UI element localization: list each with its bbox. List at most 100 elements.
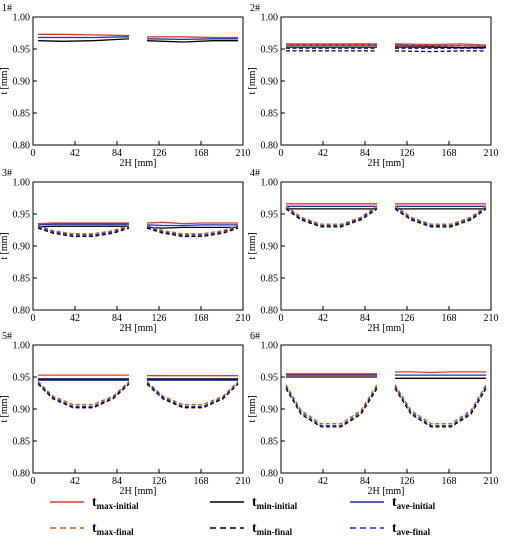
x-tick-label: 126 [400, 476, 415, 487]
panel-6: 6# 0.80 0.85 0.90 0.95 1.00 0 42 84 126 168 210 2H [… [247, 331, 499, 497]
y-tick-label: 0.80 [13, 141, 31, 152]
x-tick-label: 168 [194, 476, 209, 487]
x-tick-label: 210 [236, 313, 251, 324]
panel-3: 3# 0.80 0.85 0.90 0.95 1.00 0 42 84 126 168 210 2H [… [0, 168, 251, 334]
series-line-min-initial [146, 226, 238, 229]
panel-4: 4# 0.80 0.85 0.90 0.95 1.00 0 42 84 126 168 210 2H [… [247, 168, 499, 334]
series-line-max-final [285, 384, 378, 425]
series-line-min-initial [37, 225, 129, 228]
x-tick-label: 42 [318, 313, 328, 324]
x-axis-label: 2H [mm] [368, 158, 405, 169]
x-tick-label: 126 [400, 148, 415, 159]
series-line-ave-final [394, 207, 487, 227]
y-tick-label: 0.95 [261, 210, 279, 221]
series-line-ave-initial [38, 36, 130, 39]
series-line-ave-final [146, 382, 239, 408]
x-tick-label: 210 [484, 313, 499, 324]
plot-frame [32, 16, 244, 146]
panel-label: 1# [2, 3, 12, 14]
series-line-max-final [394, 205, 487, 225]
plot-frame [280, 181, 492, 311]
series-line-max-final [146, 224, 239, 235]
series-line-min-final [285, 208, 378, 228]
x-tick-label: 0 [279, 476, 284, 487]
y-axis-label: t [mm] [247, 67, 258, 95]
series-line-min-initial [146, 40, 238, 43]
y-tick-label: 0.85 [261, 274, 279, 285]
x-tick-label: 84 [360, 476, 370, 487]
x-tick-label: 168 [194, 313, 209, 324]
y-tick-label: 1.00 [261, 13, 279, 24]
panel-5: 5# 0.80 0.85 0.90 0.95 1.00 0 42 84 126 168 210 2H [… [0, 331, 251, 497]
panel-label: 2# [250, 3, 260, 14]
x-tick-label: 42 [318, 476, 328, 487]
y-tick-label: 1.00 [261, 341, 279, 352]
series-line-min-final [37, 383, 130, 409]
y-axis-label: t [mm] [247, 395, 258, 423]
x-tick-label: 126 [152, 148, 167, 159]
series-line-max-initial [395, 371, 486, 374]
x-tick-label: 84 [112, 148, 122, 159]
series-line-ave-initial [146, 38, 238, 41]
y-tick-label: 0.80 [261, 469, 279, 480]
x-tick-label: 84 [360, 313, 370, 324]
y-tick-label: 0.90 [261, 242, 279, 253]
series-line-ave-final [146, 226, 239, 236]
x-tick-label: 210 [484, 476, 499, 487]
legend-label-min-initial: tmin-initial [252, 495, 298, 511]
y-tick-label: 0.95 [261, 373, 279, 384]
series-line-min-final [146, 227, 239, 238]
y-tick-label: 0.90 [13, 405, 31, 416]
series-line-max-initial [394, 43, 487, 46]
y-tick-label: 0.80 [13, 469, 31, 480]
series-line-max-final [146, 381, 239, 406]
series-line-ave-initial [146, 224, 238, 227]
y-tick-label: 1.00 [13, 13, 31, 24]
y-tick-label: 0.95 [261, 45, 279, 56]
x-axis-label: 2H [mm] [368, 323, 405, 334]
legend-label-max-final: tmax-final [92, 521, 134, 537]
series-line-min-final [394, 208, 487, 228]
x-tick-label: 168 [442, 148, 457, 159]
y-tick-label: 0.95 [13, 210, 31, 221]
y-tick-label: 0.90 [261, 77, 279, 88]
series-line-max-initial [146, 221, 238, 225]
series-line-ave-final [37, 226, 130, 236]
x-tick-label: 0 [31, 476, 36, 487]
x-tick-label: 126 [400, 313, 415, 324]
series-line-max-initial [38, 33, 130, 37]
y-tick-label: 0.85 [261, 109, 279, 120]
y-tick-label: 0.90 [13, 242, 31, 253]
x-tick-label: 126 [152, 313, 167, 324]
panel-1: 1# 0.80 0.85 0.90 0.95 1.00 0 42 84 126 168 210 2H [… [0, 3, 251, 169]
x-tick-label: 168 [194, 148, 209, 159]
y-tick-label: 0.90 [13, 77, 31, 88]
panel-2: 2# 0.80 0.85 0.90 0.95 1.00 0 42 84 126 168 210 2H [… [247, 3, 499, 169]
x-tick-label: 42 [70, 148, 80, 159]
x-tick-label: 0 [279, 313, 284, 324]
y-tick-label: 1.00 [13, 341, 31, 352]
x-tick-label: 84 [360, 148, 370, 159]
y-tick-label: 1.00 [261, 178, 279, 189]
y-tick-label: 0.85 [13, 109, 31, 120]
series-line-max-final [37, 224, 130, 235]
x-tick-label: 168 [442, 313, 457, 324]
x-tick-label: 42 [318, 148, 328, 159]
plot-frame [280, 16, 492, 146]
legend-label-min-final: tmin-final [252, 521, 293, 537]
x-tick-label: 84 [112, 476, 122, 487]
series-line-min-final [37, 227, 130, 238]
y-tick-label: 0.80 [261, 141, 279, 152]
series-line-min-initial [37, 38, 130, 42]
y-tick-label: 0.85 [13, 437, 31, 448]
y-axis-label: t [mm] [0, 67, 10, 95]
x-tick-label: 0 [279, 148, 284, 159]
x-axis-label: 2H [mm] [368, 486, 405, 497]
series-line-ave-final [285, 386, 378, 427]
y-tick-label: 0.95 [13, 373, 31, 384]
x-tick-label: 42 [70, 476, 80, 487]
x-tick-label: 84 [112, 313, 122, 324]
panel-label: 5# [2, 331, 12, 342]
x-tick-label: 168 [442, 476, 457, 487]
